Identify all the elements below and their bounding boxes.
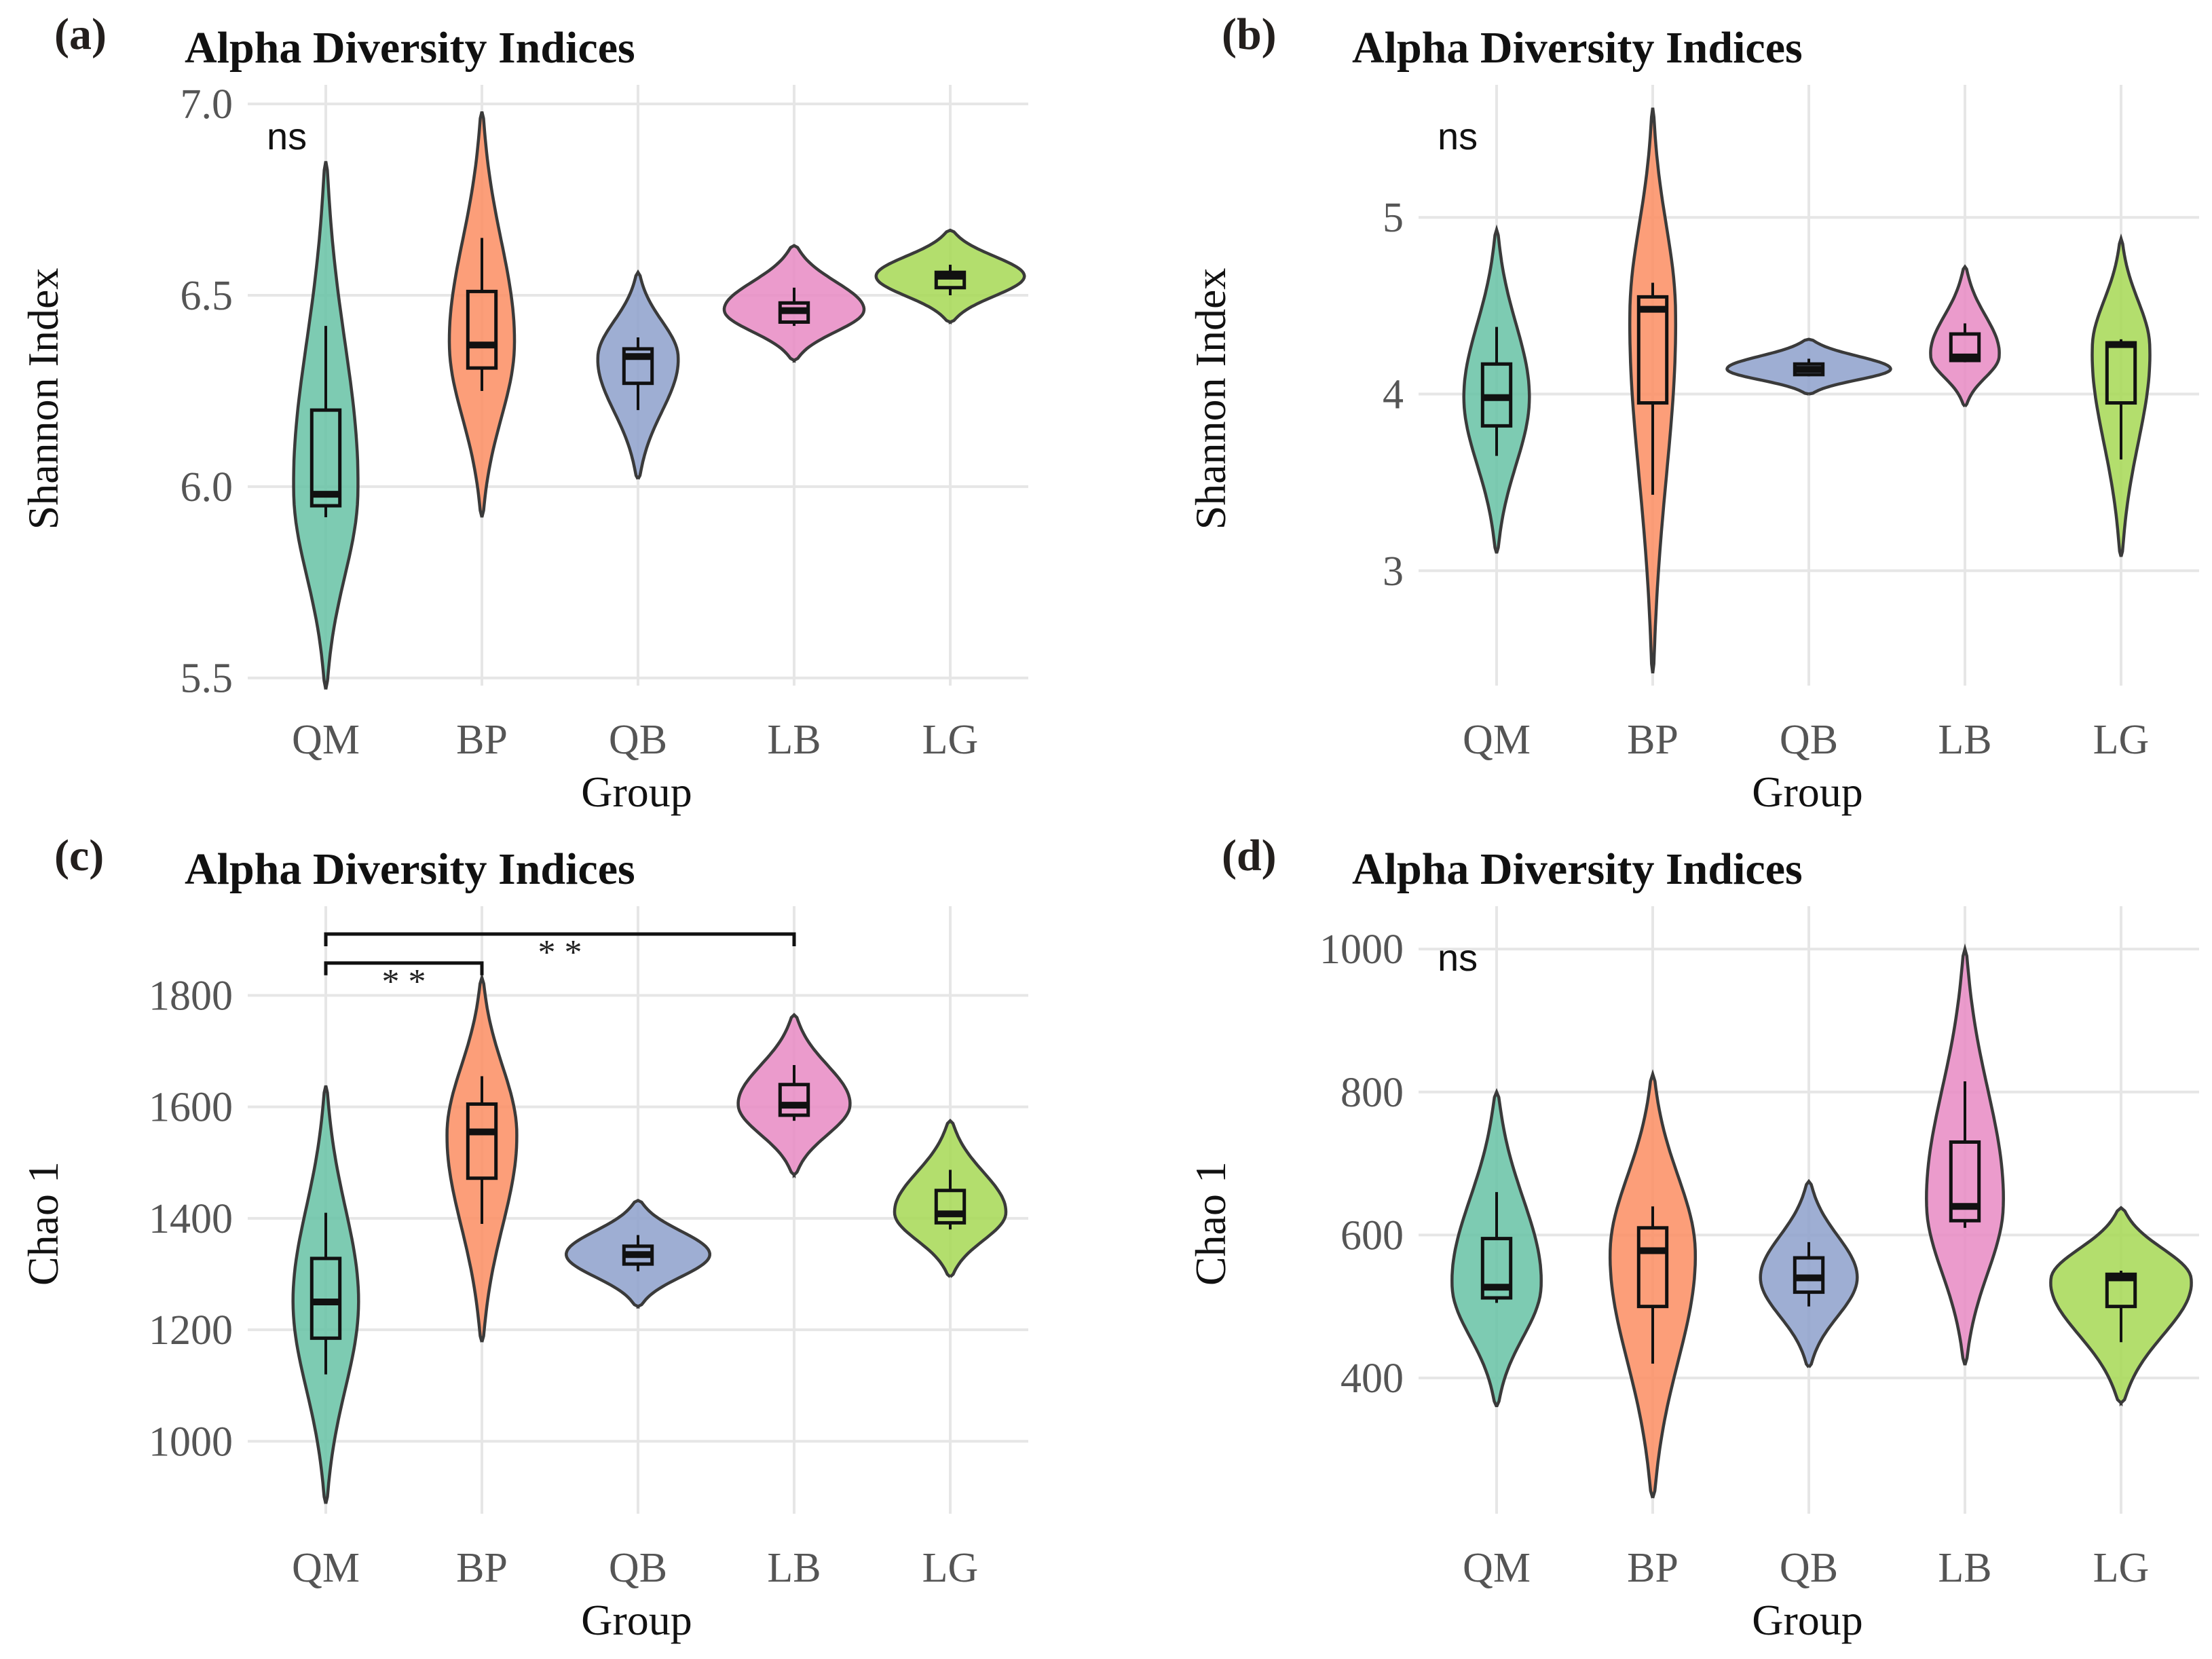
y-axis-title: Shannon Index — [1186, 268, 1235, 530]
x-axis-title: Group — [581, 1596, 692, 1644]
x-tick-label: QM — [292, 1545, 360, 1591]
y-tick-label: 600 — [1341, 1212, 1404, 1259]
panel-label: (d) — [1222, 831, 1277, 880]
y-tick-label: 800 — [1341, 1070, 1404, 1116]
y-tick-label: 5 — [1383, 195, 1404, 241]
significance-stars: * * — [382, 963, 426, 1001]
x-tick-label: LG — [2093, 717, 2150, 763]
violin-LB — [1925, 943, 2005, 1366]
box-LB — [1949, 332, 1981, 362]
y-tick-label: 400 — [1341, 1356, 1404, 1402]
box-BP — [466, 1102, 498, 1180]
box-QB — [622, 347, 654, 386]
x-tick-label: LG — [2093, 1545, 2150, 1591]
violin-QM — [292, 161, 360, 690]
y-tick-label: 5.5 — [181, 656, 233, 702]
x-tick-label: QM — [1463, 1545, 1531, 1591]
x-axis-title: Group — [1752, 768, 1863, 816]
panel-a: 5.5 6.0 6.5 7.0 QM BP QB LB LG Group Shannon Index… — [19, 10, 1028, 816]
panel-label: (c) — [54, 831, 104, 880]
x-tick-label: QB — [1780, 717, 1838, 763]
x-tick-label: BP — [456, 1545, 508, 1591]
y-tick-label: 3 — [1383, 548, 1404, 595]
violin-QB — [1759, 1178, 1859, 1368]
y-tick-label: 6.0 — [181, 464, 233, 510]
box-LG — [934, 270, 967, 290]
panel-label: (a) — [54, 10, 107, 59]
x-tick-label: QB — [609, 717, 667, 763]
violin-BP — [1628, 107, 1678, 674]
panel-b: 3 4 5 QM BP QB LB LG Group Shannon Index (b) Alpha … — [1186, 10, 2199, 816]
violin-QM — [291, 1085, 360, 1504]
box-QM — [310, 408, 342, 508]
box-QM — [310, 1256, 342, 1340]
x-tick-label: QM — [1463, 717, 1531, 763]
significance-annotation: ns — [267, 115, 307, 157]
panel-title: Alpha Diversity Indices — [185, 844, 635, 894]
violin-LB — [736, 1012, 852, 1179]
y-tick-label: 7.0 — [181, 81, 233, 128]
y-tick-label: 1200 — [149, 1307, 233, 1354]
violin-BP — [1608, 1068, 1698, 1499]
x-tick-label: QB — [609, 1545, 667, 1591]
panel-title: Alpha Diversity Indices — [1352, 844, 1803, 894]
significance-annotation: ns — [1438, 936, 1478, 979]
significance-stars: * * — [538, 933, 582, 972]
violin-BP — [447, 111, 517, 518]
panel-title: Alpha Diversity Indices — [185, 23, 635, 73]
significance-bracket — [324, 961, 484, 975]
violin-LB — [1929, 264, 2001, 408]
y-axis-title: Chao 1 — [1186, 1161, 1235, 1286]
violin-QM — [1450, 1087, 1543, 1408]
x-tick-label: BP — [1627, 1545, 1679, 1591]
violin-QM — [1462, 224, 1531, 554]
x-tick-label: QM — [292, 717, 360, 763]
panel-label: (b) — [1222, 10, 1277, 59]
box-BP — [1636, 295, 1669, 405]
x-tick-label: LB — [767, 717, 821, 763]
violin-LG — [2091, 233, 2152, 557]
y-tick-label: 1000 — [149, 1419, 233, 1465]
y-tick-label: 1600 — [149, 1085, 233, 1131]
panel-title: Alpha Diversity Indices — [1352, 23, 1803, 73]
x-axis-title: Group — [581, 768, 692, 816]
box-BP — [466, 289, 498, 370]
box-LB — [1949, 1140, 1981, 1223]
y-axis-title: Shannon Index — [19, 268, 67, 530]
y-axis-title: Chao 1 — [19, 1161, 67, 1286]
box-QM — [1480, 1237, 1513, 1300]
significance-annotation: ns — [1438, 115, 1478, 157]
x-tick-label: LG — [922, 1545, 979, 1591]
panel-d: 400 600 800 1000 QM BP QB LB LG Group Chao 1 (d) Alp… — [1186, 831, 2199, 1644]
x-tick-label: BP — [1627, 717, 1679, 763]
x-tick-label: LB — [1938, 717, 1991, 763]
x-tick-label: LB — [767, 1545, 821, 1591]
x-axis-title: Group — [1752, 1596, 1863, 1644]
x-tick-label: BP — [456, 717, 508, 763]
x-tick-label: LG — [922, 717, 979, 763]
y-tick-label: 6.5 — [181, 273, 233, 319]
y-tick-label: 1800 — [149, 973, 233, 1019]
violin-BP — [445, 972, 519, 1348]
box-BP — [1636, 1226, 1669, 1309]
y-tick-label: 4 — [1383, 372, 1404, 418]
box-LB — [778, 1083, 810, 1117]
violin-QB — [596, 269, 680, 480]
box-LG — [934, 1189, 967, 1225]
panel-c: 1000 1200 1400 1600 1800 QM BP QB LB LG Group Chao … — [19, 831, 1028, 1644]
significance-bracket — [324, 932, 796, 947]
box-LG — [2105, 1272, 2137, 1309]
violin-LG — [893, 1118, 1008, 1278]
x-tick-label: QB — [1780, 1545, 1838, 1591]
x-tick-label: LB — [1938, 1545, 1991, 1591]
y-tick-label: 1000 — [1319, 927, 1404, 973]
y-tick-label: 1400 — [149, 1196, 233, 1242]
